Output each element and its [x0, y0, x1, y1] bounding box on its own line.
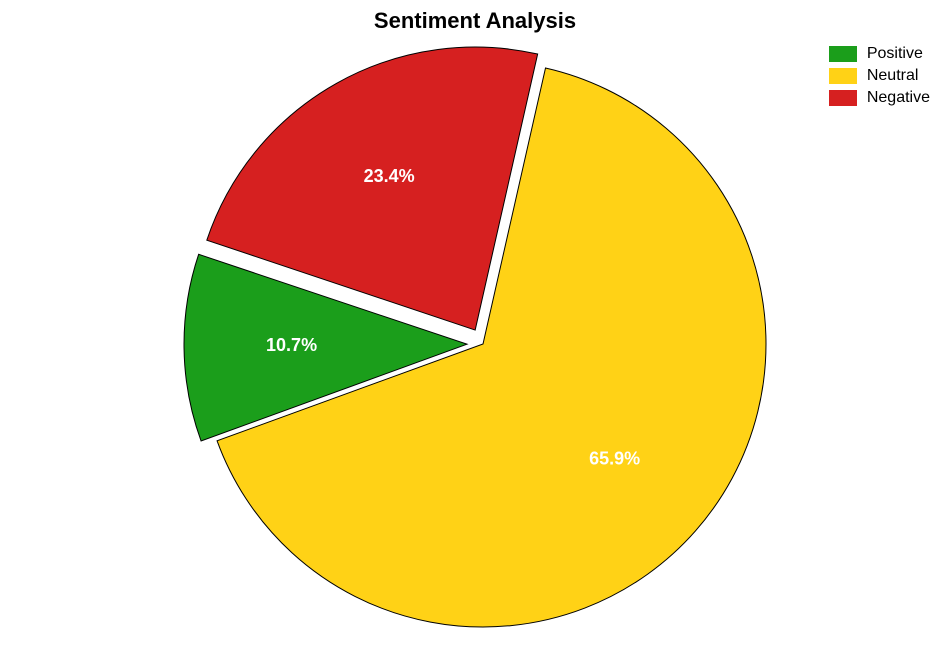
legend-swatch-neutral: [829, 68, 857, 84]
pie-label-positive: 10.7%: [266, 335, 317, 355]
legend-swatch-positive: [829, 46, 857, 62]
pie-chart-svg: 10.7% 23.4% 65.9%: [0, 0, 950, 662]
legend: Positive Neutral Negative: [829, 45, 930, 111]
legend-item-negative: Negative: [829, 89, 930, 107]
legend-item-neutral: Neutral: [829, 67, 930, 85]
pie-label-neutral: 65.9%: [589, 449, 640, 469]
legend-item-positive: Positive: [829, 45, 930, 63]
legend-label-negative: Negative: [867, 89, 930, 107]
legend-label-positive: Positive: [867, 45, 923, 63]
legend-swatch-negative: [829, 90, 857, 106]
chart-container: Sentiment Analysis 10.7%23.4%65.9% Posit…: [0, 0, 950, 662]
pie-label-negative: 23.4%: [364, 166, 415, 186]
legend-label-neutral: Neutral: [867, 67, 919, 85]
